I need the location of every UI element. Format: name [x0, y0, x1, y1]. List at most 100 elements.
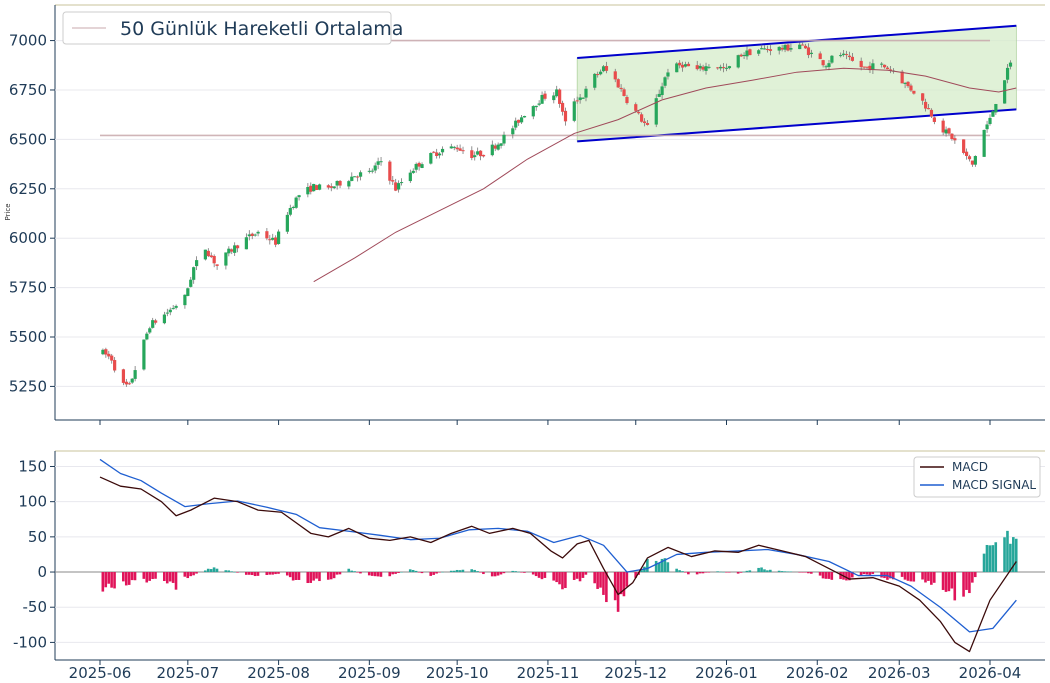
histogram-bar-negative: [315, 572, 318, 579]
candle-down: [806, 47, 811, 56]
histogram-bar-negative: [880, 572, 883, 578]
candle-down: [121, 369, 126, 383]
histogram-bar-negative: [122, 572, 125, 582]
candlesticks: [101, 42, 1013, 387]
histogram-bar-positive: [678, 570, 681, 573]
candle-down: [701, 66, 705, 70]
candle-up: [499, 143, 503, 146]
candle-down: [517, 119, 521, 123]
candle-up: [534, 105, 538, 108]
macd-x-tick-label: 2025-12: [604, 664, 667, 682]
candle-up: [335, 180, 339, 186]
candle-down: [962, 139, 966, 153]
candle-up: [411, 170, 415, 173]
candle-up: [476, 151, 480, 155]
histogram-bar-positive: [461, 569, 465, 573]
channel-fill: [576, 25, 1017, 142]
histogram-bar-negative: [827, 572, 831, 579]
histogram-bar-negative: [420, 572, 424, 574]
histogram-bar-positive: [681, 571, 684, 573]
histogram-bar-positive: [1003, 537, 1006, 573]
candle-up: [982, 129, 986, 157]
candle-up: [757, 50, 761, 54]
candle-up: [429, 153, 433, 164]
candle-up: [540, 94, 544, 104]
histogram-bar-negative: [288, 572, 292, 578]
candle-up: [347, 181, 351, 187]
histogram-bar-negative: [318, 572, 321, 582]
candle-up: [973, 155, 977, 165]
price-y-tick-label: 6750: [9, 81, 47, 99]
macd-y-ticks: -100 -50 0 50 100 150: [13, 457, 55, 651]
candle-up: [663, 77, 667, 86]
candle-down: [338, 180, 342, 186]
histogram-bar-negative: [130, 572, 134, 581]
candle-up: [490, 144, 494, 156]
histogram-bar-negative: [891, 572, 895, 580]
candle-up: [414, 163, 418, 170]
candle-up: [171, 308, 175, 310]
histogram-bar-negative: [971, 572, 974, 583]
candle-up: [174, 305, 178, 308]
candle-up: [285, 214, 289, 232]
histogram-bar-negative: [165, 572, 169, 584]
histogram-bar-negative: [244, 572, 248, 575]
candle-down: [642, 121, 647, 124]
histogram-bar-negative: [605, 572, 608, 603]
histogram-bar-negative: [133, 572, 137, 581]
histogram-bar-positive: [716, 571, 719, 573]
candle-down: [458, 148, 462, 151]
histogram-bar-positive: [988, 545, 992, 573]
histogram-bar-negative: [736, 572, 740, 574]
candle-up: [192, 267, 196, 280]
histogram-bar-negative: [376, 572, 380, 577]
histogram-bar-positive: [353, 571, 356, 573]
histogram-bar-negative: [912, 572, 916, 582]
histogram-bar-negative: [356, 572, 359, 573]
histogram-bar-negative: [145, 572, 149, 583]
histogram-bar-negative: [821, 572, 825, 579]
candle-down: [780, 47, 784, 50]
histogram-bar-negative: [900, 572, 904, 577]
histogram-bar-negative: [174, 572, 178, 590]
candle-down: [309, 185, 313, 192]
histogram-bar-negative: [186, 572, 190, 579]
candle-down: [209, 255, 213, 258]
histogram-bar-negative: [807, 572, 810, 574]
candle-down: [435, 152, 439, 156]
histogram-bar-negative: [379, 572, 383, 577]
histogram-bar-negative: [394, 572, 397, 574]
candle-up: [809, 52, 814, 54]
histogram-bar-negative: [432, 572, 435, 575]
candle-down: [686, 63, 691, 67]
candle-down: [235, 245, 240, 249]
histogram-bar-positive: [230, 571, 233, 573]
histogram-bar-negative: [124, 572, 128, 586]
histogram-bar-negative: [868, 572, 872, 575]
candle-up: [438, 153, 442, 156]
candle-down: [391, 180, 395, 182]
candle-up: [994, 104, 998, 113]
candle-up: [675, 63, 679, 73]
macd-gridlines: [55, 465, 1045, 643]
histogram-bar-negative: [490, 572, 494, 577]
price-legend-label: 50 Günlük Hareketli Ortalama: [120, 18, 403, 40]
candle-down: [748, 49, 752, 56]
histogram-bar-negative: [859, 572, 863, 576]
histogram-bar-positive: [347, 568, 351, 573]
histogram-bar-negative: [684, 572, 687, 573]
candle-down: [124, 381, 128, 385]
histogram-bar-negative: [602, 572, 605, 595]
histogram-bar-positive: [400, 572, 403, 573]
candle-up: [332, 186, 336, 189]
macd-legend-label-macd: MACD: [952, 460, 988, 474]
histogram-bar-negative: [271, 572, 274, 575]
histogram-bar-negative: [265, 572, 269, 575]
candle-down: [265, 231, 269, 239]
macd-x-tick-label: 2026-04: [959, 664, 1022, 682]
histogram-bar-negative: [163, 572, 166, 582]
candle-down: [104, 349, 108, 355]
histogram-bar-negative: [417, 572, 421, 573]
candle-down: [716, 67, 720, 69]
